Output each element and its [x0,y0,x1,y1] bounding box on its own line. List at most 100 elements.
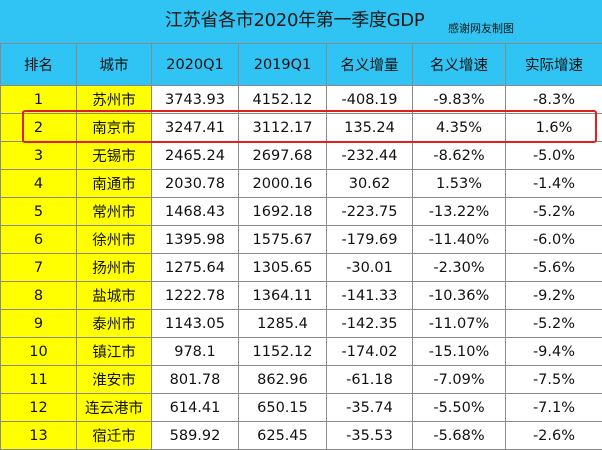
nominal-increase-cell: -174.02 [327,338,413,366]
nominal-growth-cell: -9.83% [413,86,506,114]
nominal-growth-cell: -7.09% [413,366,506,394]
rank-cell: 3 [1,142,77,170]
nominal-increase-cell: -35.53 [327,422,413,450]
gdp-2019q1-cell: 1305.65 [239,254,327,282]
real-growth-cell: -5.2% [506,198,602,226]
nominal-increase-cell: -179.69 [327,226,413,254]
gdp-2020q1-cell: 1468.43 [152,198,239,226]
rank-cell: 10 [1,338,77,366]
gdp-2020q1-cell: 801.78 [152,366,239,394]
gdp-2019q1-cell: 1285.4 [239,310,327,338]
rank-cell: 11 [1,366,77,394]
nominal-increase-cell: -35.74 [327,394,413,422]
real-growth-cell: -7.5% [506,366,602,394]
rank-cell: 6 [1,226,77,254]
rank-cell: 4 [1,170,77,198]
rank-cell: 12 [1,394,77,422]
city-cell: 淮安市 [77,366,152,394]
nominal-increase-cell: -30.01 [327,254,413,282]
nominal-growth-cell: -15.10% [413,338,506,366]
city-cell: 镇江市 [77,338,152,366]
real-growth-cell: -9.4% [506,338,602,366]
nominal-increase-cell: -232.44 [327,142,413,170]
gdp-2020q1-cell: 1143.05 [152,310,239,338]
gdp-2019q1-cell: 1575.67 [239,226,327,254]
title-bar: 江苏省各市2020年第一季度GDP 感谢网友制图 [0,0,602,43]
rank-cell: 7 [1,254,77,282]
gdp-2020q1-cell: 1275.64 [152,254,239,282]
nominal-growth-cell: 1.53% [413,170,506,198]
nominal-increase-cell: -223.75 [327,198,413,226]
column-header-rank: 排名 [1,44,77,86]
real-growth-cell: -5.0% [506,142,602,170]
real-growth-cell: 1.6% [506,114,602,142]
rank-cell: 8 [1,282,77,310]
gdp-2020q1-cell: 3743.93 [152,86,239,114]
real-growth-cell: -2.6% [506,422,602,450]
column-header-nominal-increase: 名义增量 [327,44,413,86]
gdp-2019q1-cell: 1692.18 [239,198,327,226]
gdp-2020q1-cell: 978.1 [152,338,239,366]
real-growth-cell: -7.1% [506,394,602,422]
city-cell: 连云港市 [77,394,152,422]
real-growth-cell: -5.2% [506,310,602,338]
gdp-2019q1-cell: 650.15 [239,394,327,422]
nominal-growth-cell: -5.68% [413,422,506,450]
nominal-growth-cell: -13.22% [413,198,506,226]
nominal-increase-cell: 30.62 [327,170,413,198]
gdp-2019q1-cell: 1152.12 [239,338,327,366]
real-growth-cell: -8.3% [506,86,602,114]
credit-note: 感谢网友制图 [448,22,514,36]
gdp-2020q1-cell: 2030.78 [152,170,239,198]
rank-cell: 9 [1,310,77,338]
real-growth-cell: -1.4% [506,170,602,198]
city-cell: 无锡市 [77,142,152,170]
real-growth-cell: -9.2% [506,282,602,310]
nominal-growth-cell: 4.35% [413,114,506,142]
city-cell: 盐城市 [77,282,152,310]
nominal-growth-cell: -8.62% [413,142,506,170]
column-header-2019q1: 2019Q1 [239,44,327,86]
nominal-growth-cell: -11.07% [413,310,506,338]
gdp-2019q1-cell: 2697.68 [239,142,327,170]
nominal-increase-cell: -61.18 [327,366,413,394]
gdp-2019q1-cell: 2000.16 [239,170,327,198]
city-cell: 苏州市 [77,86,152,114]
column-header-real-growth: 实际增速 [506,44,602,86]
gdp-2019q1-cell: 3112.17 [239,114,327,142]
nominal-growth-cell: -2.30% [413,254,506,282]
gdp-2020q1-cell: 1222.78 [152,282,239,310]
city-cell: 泰州市 [77,310,152,338]
column-header-2020q1: 2020Q1 [152,44,239,86]
city-cell: 徐州市 [77,226,152,254]
header-row: 排名 城市 2020Q1 2019Q1 名义增量 名义增速 实际增速 [1,44,602,86]
nominal-increase-cell: -141.33 [327,282,413,310]
gdp-2020q1-cell: 3247.41 [152,114,239,142]
gdp-2019q1-cell: 4152.12 [239,86,327,114]
rank-cell: 13 [1,422,77,450]
gdp-2020q1-cell: 1395.98 [152,226,239,254]
column-header-nominal-growth: 名义增速 [413,44,506,86]
column-header-city: 城市 [77,44,152,86]
city-cell: 常州市 [77,198,152,226]
rank-cell: 2 [1,114,77,142]
gdp-2020q1-cell: 2465.24 [152,142,239,170]
city-cell: 南京市 [77,114,152,142]
nominal-growth-cell: -11.40% [413,226,506,254]
rank-cell: 1 [1,86,77,114]
city-cell: 宿迁市 [77,422,152,450]
gdp-2019q1-cell: 1364.11 [239,282,327,310]
